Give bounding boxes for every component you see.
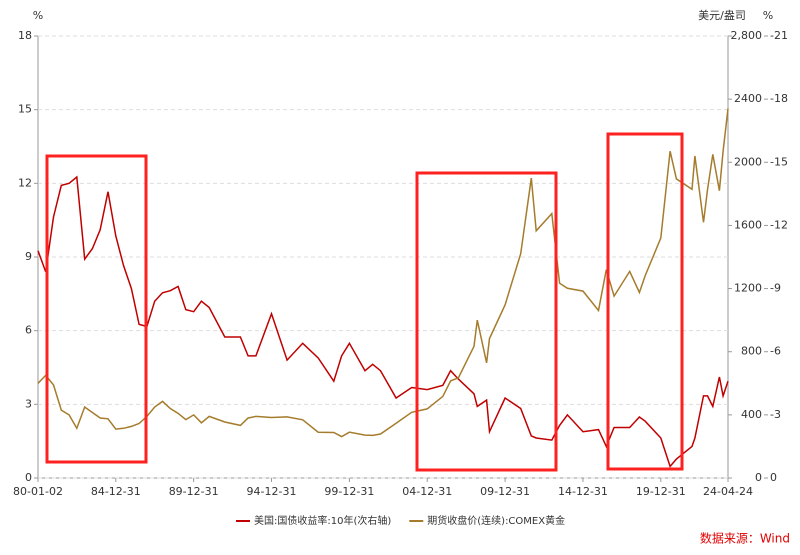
right-unit: 美元/盎司 <box>698 8 746 22</box>
plot: 0 3 6 9 12 15 18 0 400 800 1200 1600 2000 2400 2,800 0 -… <box>13 29 788 527</box>
y2-tick-label: 1600 <box>734 218 762 231</box>
y3-tick-label: -6 <box>770 345 781 358</box>
y-tick-label: 12 <box>18 176 32 189</box>
highlight-box <box>415 171 558 472</box>
y2-tick-label: 400 <box>741 408 762 421</box>
y-tick-label: 0 <box>25 471 32 484</box>
y3-tick-label: 0 <box>770 471 777 484</box>
y3-tick-label: -18 <box>770 92 788 105</box>
y3-tick-label: -3 <box>770 408 781 421</box>
highlight-box <box>606 132 684 471</box>
y-tick-label: 6 <box>25 324 32 337</box>
x-tick-label: 80-01-02 <box>13 485 63 498</box>
right2-unit: % <box>763 9 773 22</box>
y2-tick-label: 1200 <box>734 282 762 295</box>
left-unit: % <box>33 9 43 22</box>
y3-tick-label: -12 <box>770 218 788 231</box>
x-tick-label: 14-12-31 <box>558 485 608 498</box>
x-tick-label: 84-12-31 <box>91 485 141 498</box>
y2-tick-label: 800 <box>741 345 762 358</box>
highlight-boxes <box>45 132 684 472</box>
highlight-box <box>45 154 148 464</box>
legend-label: 美国:国债收益率:10年(次右轴) <box>254 514 391 527</box>
x-tick-label: 94-12-31 <box>247 485 297 498</box>
y-tick-label: 3 <box>25 397 32 410</box>
y2-tick-label: 2400 <box>734 92 762 105</box>
x-tick-label: 19-12-31 <box>636 485 686 498</box>
x-tick-label: 04-12-31 <box>402 485 452 498</box>
x-tick-label: 99-12-31 <box>324 485 374 498</box>
y3-tick-label: -15 <box>770 155 788 168</box>
y3-tick-label: -9 <box>770 282 781 295</box>
x-tick-label: 09-12-31 <box>480 485 530 498</box>
legend-label: 期货收盘价(连续):COMEX黄金 <box>427 514 565 527</box>
series-line <box>37 175 729 468</box>
y-tick-label: 18 <box>18 29 32 42</box>
y3-tick-label: -21 <box>770 29 788 42</box>
y2-tick-label: 2,800 <box>731 29 763 42</box>
x-tick-label: 89-12-31 <box>169 485 219 498</box>
y-tick-label: 15 <box>18 103 32 116</box>
y2-tick-label: 2000 <box>734 155 762 168</box>
x-tick-label: 24-04-24 <box>703 485 753 498</box>
y-tick-label: 9 <box>25 250 32 263</box>
source: 数据来源：Wind <box>700 531 790 546</box>
y2-tick-label: 0 <box>755 471 762 484</box>
series-line <box>37 108 729 438</box>
